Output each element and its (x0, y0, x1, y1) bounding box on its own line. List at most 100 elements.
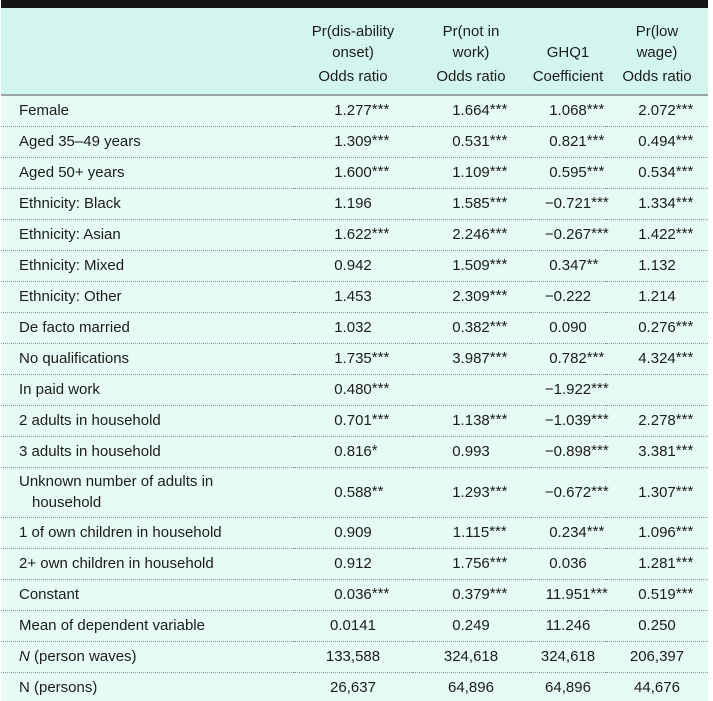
value-cell: 1.453 (294, 281, 412, 313)
table-body: Female 1.277 *** 1.664 *** 1.068 *** 2.072 *** Ag… (1, 95, 708, 701)
row-label: Aged 35–49 years (1, 126, 294, 158)
value-number: 0.250 (638, 617, 676, 634)
value-cell (606, 374, 708, 406)
value-cell: 0.234 *** (530, 517, 606, 549)
value-number: 1.585 *** (452, 194, 508, 212)
col-header-pr-low-wage: Pr(low wage) (635, 23, 679, 61)
value-cell (412, 374, 530, 406)
table-row: In paid work 0.480 *** −1.922 *** (1, 374, 708, 406)
value-number: 0.379 *** (452, 585, 508, 603)
significance-stars: *** (675, 318, 694, 335)
row-label: De facto married (1, 312, 294, 344)
table-row: De facto married 1.032 0.382 *** 0.090 0.276 *… (1, 312, 708, 344)
value-number: 1.214 (638, 288, 676, 305)
significance-stars: *** (586, 523, 605, 540)
value-cell: 2.278 *** (606, 405, 708, 437)
col-header-pr-not-in-work: Pr(not in work) (442, 23, 500, 61)
value-number: 1.068 *** (549, 101, 605, 120)
value-number: 0.249 (452, 617, 490, 634)
row-label: 3 adults in household (1, 436, 294, 468)
value-cell: 324,618 (530, 641, 606, 673)
value-cell: 1.132 (606, 250, 708, 282)
value-number: 0.234 *** (549, 523, 605, 541)
significance-stars: *** (371, 132, 390, 149)
value-number: −0.672 *** (544, 482, 609, 501)
significance-stars: *** (371, 225, 390, 242)
value-cell: 1.115 *** (412, 517, 530, 549)
value-number: 0.909 (334, 524, 372, 541)
value-number: 0.036 *** (334, 585, 390, 603)
value-cell: −0.267 *** (530, 219, 609, 251)
value-number: −1.922 *** (544, 380, 609, 398)
significance-stars: *** (489, 411, 508, 428)
value-number: 1.281 *** (638, 554, 694, 572)
significance-stars: *** (675, 349, 694, 366)
value-number: 1.293 *** (452, 482, 508, 501)
value-cell: −0.672 *** (530, 467, 609, 518)
value-cell: 1.281 *** (606, 548, 708, 580)
table-row: Ethnicity: Asian 1.622 *** 2.246 *** −0.267 **… (1, 219, 708, 251)
value-cell: 0.519 *** (606, 579, 708, 611)
value-cell: 1.109 *** (412, 157, 530, 189)
value-number: 1.277 *** (334, 101, 390, 120)
value-cell: 0.816 * (294, 436, 412, 468)
value-cell: 0.0141 (294, 610, 412, 642)
row-label: 2 adults in household (1, 405, 294, 437)
value-cell: 1.032 (294, 312, 412, 344)
significance-stars: *** (489, 194, 508, 211)
value-number: 1.132 (638, 257, 676, 274)
significance-stars: *** (591, 194, 609, 211)
value-cell: 26,637 (294, 672, 412, 701)
significance-stars: *** (489, 482, 508, 500)
row-label: Female (1, 95, 294, 127)
row-label: Ethnicity: Asian (1, 219, 294, 251)
value-cell: 44,676 (606, 672, 708, 701)
significance-stars: *** (591, 380, 609, 397)
significance-stars: *** (489, 349, 508, 366)
value-cell: 0.701 *** (294, 405, 412, 437)
row-label: N (persons) (19, 679, 98, 697)
table-row: 3 adults in household 0.816 * 0.993 −0.898 **… (1, 436, 708, 468)
value-number: 1.664 *** (452, 101, 508, 120)
table-row: Female 1.277 *** 1.664 *** 1.068 *** 2.072 *** (1, 95, 708, 127)
value-cell: 0.347 ** (530, 250, 606, 282)
table-row: 1 of own children in household 0.909 1.115… (1, 517, 708, 549)
value-cell: 3.381 *** (606, 436, 708, 468)
value-cell: 1.214 (606, 281, 708, 313)
table-row: Unknown number of adults in household 0.58… (1, 467, 708, 518)
value-number: 0.090 (549, 319, 587, 336)
value-cell: 1.735 *** (294, 343, 412, 375)
value-number: 324,618 (540, 648, 596, 665)
table-row: N (person waves) 133,588 324,618 324,618 206… (1, 641, 708, 673)
value-number: 2.072 *** (638, 101, 694, 120)
significance-stars: *** (591, 482, 609, 500)
table-row: Constant 0.036 *** 0.379 *** 11.951 *** 0.519 **… (1, 579, 708, 611)
value-cell: 0.250 (606, 610, 708, 642)
value-number: 1.453 (334, 288, 372, 305)
value-cell: 0.276 *** (606, 312, 708, 344)
significance-stars: *** (675, 194, 694, 211)
value-number: 1.309 *** (334, 132, 390, 150)
significance-stars: *** (489, 554, 508, 571)
value-number: 0.534 *** (638, 163, 694, 181)
table-row: N (persons) 26,637 64,896 64,896 44,676 (1, 672, 708, 701)
table-row: Mean of dependent variable 0.0141 0.249 11.… (1, 610, 708, 642)
value-cell: 206,397 (606, 641, 708, 673)
col-subheader-odds-ratio-3: Odds ratio (606, 63, 708, 96)
significance-stars: *** (489, 318, 508, 335)
table-row: Ethnicity: Mixed 0.942 1.509 *** 0.347 ** 1.13… (1, 250, 708, 282)
value-cell: 0.382 *** (412, 312, 530, 344)
value-cell: 0.534 *** (606, 157, 708, 189)
significance-stars: *** (489, 585, 508, 602)
col-subheader-odds-ratio-1: Odds ratio (294, 63, 412, 96)
value-number: −0.222 (544, 288, 592, 305)
value-number: 0.821 *** (549, 132, 605, 150)
value-cell: 1.307 *** (606, 467, 708, 518)
value-cell: 1.068 *** (530, 95, 606, 127)
value-number: 0.595 *** (549, 163, 605, 181)
value-cell: −0.721 *** (530, 188, 609, 220)
value-cell: 0.912 (294, 548, 412, 580)
significance-stars: * (371, 442, 378, 459)
value-number: −0.267 *** (544, 225, 609, 243)
value-number: 0.519 *** (638, 585, 694, 603)
